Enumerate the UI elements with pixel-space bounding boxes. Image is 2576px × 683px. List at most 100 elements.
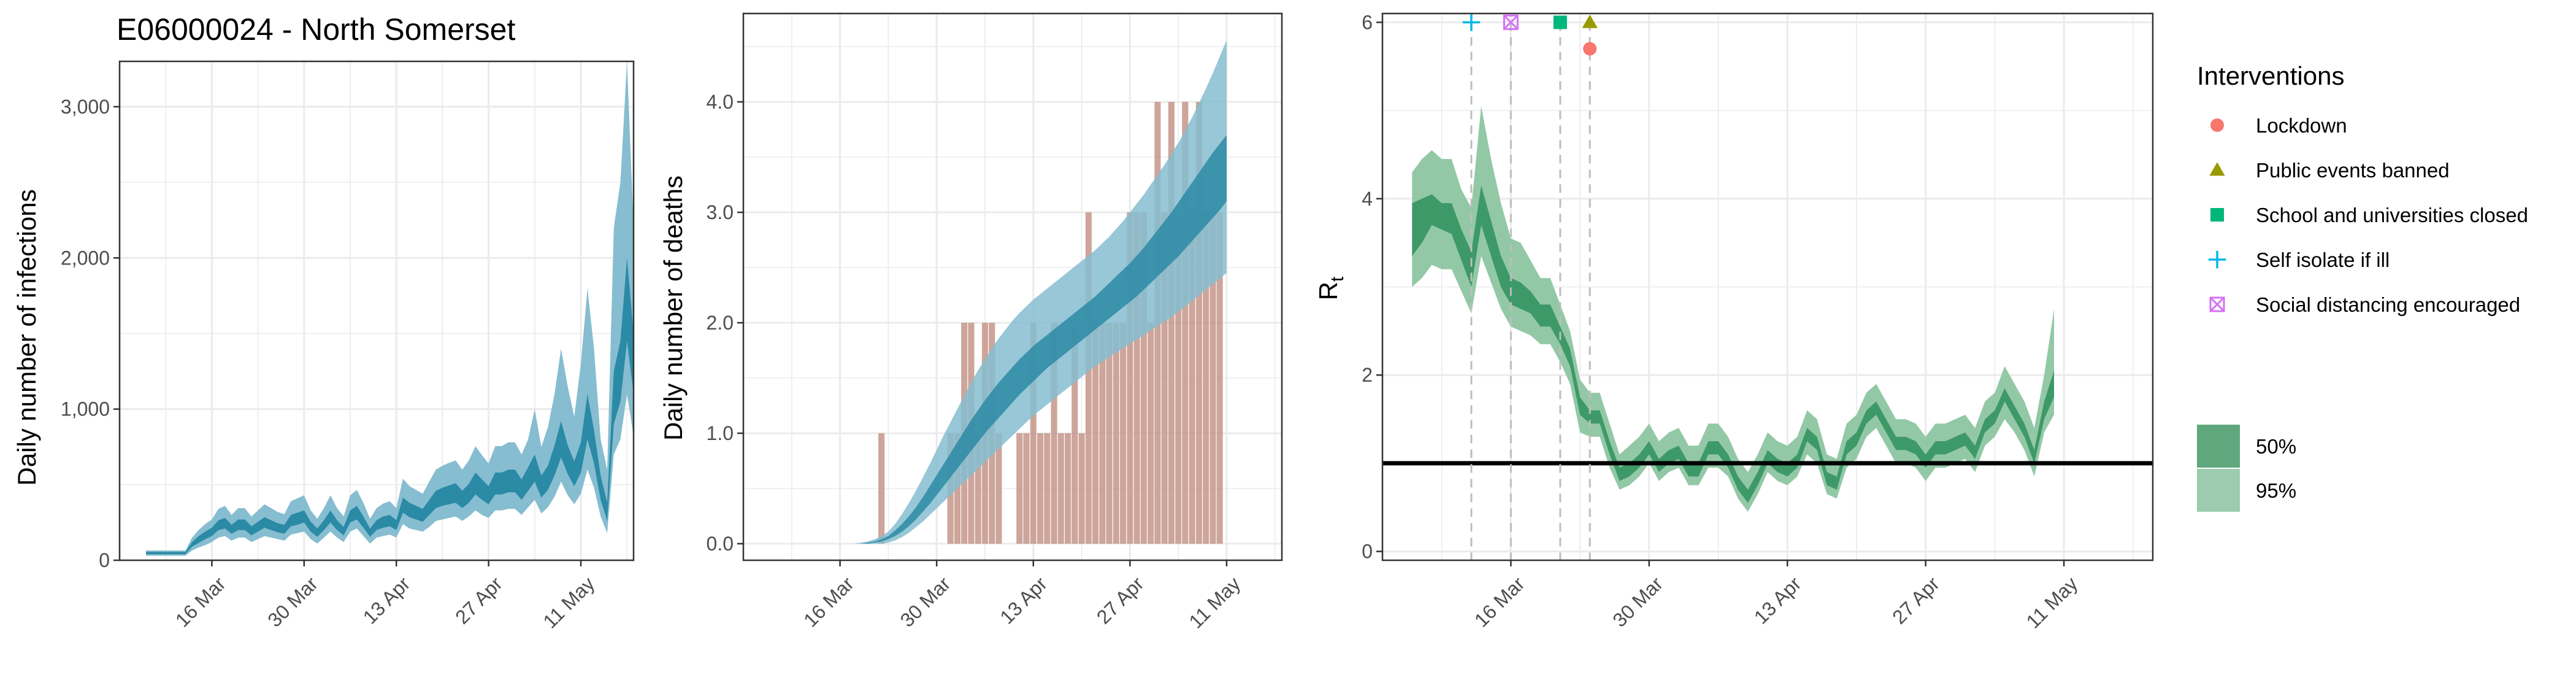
deaths-observed-bar [1120, 323, 1127, 544]
deaths-observed-bar [1161, 212, 1168, 544]
infections-x-tick-label: 11 May [539, 573, 599, 633]
rt-x-tick-label: 13 Apr [1750, 573, 1806, 628]
deaths-observed-bar [1140, 212, 1147, 544]
deaths-x-tick-label: 16 Mar [799, 573, 858, 631]
deaths-observed-bar [878, 433, 885, 544]
rt-y-tick-label: 2 [1362, 364, 1373, 386]
legend-interventions-title: Interventions [2197, 61, 2344, 90]
deaths-observed-bar [1099, 323, 1106, 544]
rt-x-tick-label: 11 May [2022, 573, 2082, 633]
rt-y-tick-label: 6 [1362, 11, 1373, 33]
deaths-x-tick-label: 30 Mar [896, 573, 955, 631]
deaths-ci-95-band [819, 40, 1227, 544]
rt-y-axis-label-main: R [1314, 282, 1343, 300]
infections-panel-border [118, 60, 635, 561]
legend: Interventions Lockdown Public events bann… [2197, 61, 2528, 512]
legend-intervention-label: Lockdown [2256, 114, 2347, 137]
deaths-y-tick-label: 2.0 [707, 312, 734, 334]
rt-intervention-marker-boxcross-stroke [1503, 15, 1519, 30]
infections-y-axis-label: Daily number of infections [12, 189, 41, 485]
legend-ci-swatch [2197, 425, 2240, 468]
deaths-observed-bar [1189, 212, 1195, 544]
rt-x-tick-label: 30 Mar [1608, 573, 1667, 631]
legend-intervention-label: Self isolate if ill [2256, 249, 2390, 271]
rt-x-tick-label: 27 Apr [1888, 573, 1944, 628]
legend-marker-circle [2210, 118, 2224, 132]
infections-y-tick-label: 2,000 [61, 247, 110, 269]
rt-y-tick-label: 0 [1362, 541, 1373, 563]
rt-panel-border [1381, 12, 2154, 561]
rt-intervention-marker-boxcross [1503, 14, 1519, 30]
deaths-observed-bar [1175, 212, 1182, 544]
infections-chart: Daily number of infections 16 Mar 30 Mar 1… [12, 60, 635, 633]
infections-y-tick-label: 3,000 [61, 96, 110, 118]
deaths-observed-bar [1030, 323, 1037, 544]
deaths-observed-bar [1113, 323, 1119, 544]
figure-title: E06000024 - North Somerset [117, 12, 515, 47]
deaths-observed-bar [1037, 433, 1044, 544]
deaths-y-axis-label: Daily number of deaths [659, 176, 688, 441]
rt-intervention-marker-plus [1462, 14, 1481, 31]
rt-x-tick-label: 16 Mar [1470, 573, 1529, 631]
deaths-observed-bar [954, 433, 960, 544]
deaths-observed-bar [1209, 212, 1216, 544]
legend-marker-boxcross [2209, 296, 2225, 312]
deaths-y-tick-label: 0.0 [707, 533, 734, 555]
legend-ci-swatch [2197, 469, 2240, 512]
deaths-x-tick-label: 11 May [1184, 573, 1244, 633]
deaths-observed-bar [1078, 433, 1085, 544]
deaths-observed-bar [1092, 323, 1099, 544]
infections-x-tick-label: 16 Mar [171, 573, 230, 631]
deaths-observed-bar [1203, 212, 1209, 544]
rt-intervention-marker-triangle [1582, 14, 1598, 28]
legend-intervention-label: School and universities closed [2256, 204, 2528, 226]
legend-marker-triangle [2209, 162, 2225, 176]
rt-y-axis-label: Rt [1314, 276, 1347, 300]
deaths-observed-bar [1016, 433, 1023, 544]
deaths-observed-bar [1085, 212, 1092, 544]
deaths-observed-bar [1044, 433, 1051, 544]
deaths-observed-bar [1057, 433, 1064, 544]
infections-x-tick-label: 27 Apr [451, 573, 507, 628]
legend-ci-label: 50% [2256, 435, 2296, 458]
legend-intervention-label: Public events banned [2256, 159, 2450, 182]
legend-marker-boxcross-stroke [2209, 296, 2225, 312]
deaths-observed-bar [1168, 102, 1175, 544]
legend-marker-plus [2208, 250, 2226, 269]
infections-x-tick-label: 30 Mar [263, 573, 322, 631]
deaths-observed-bar [1065, 433, 1071, 544]
deaths-x-tick-label: 27 Apr [1092, 573, 1148, 628]
rt-chart: Rt 16 Mar 30 Mar 13 Apr 27 Apr 11 May 0 2 4 6 [1314, 11, 2154, 633]
deaths-observed-bar [1195, 102, 1202, 544]
deaths-chart: Daily number of deaths 16 Mar 30 Mar 13 Ap… [659, 12, 1283, 633]
deaths-observed-bar [1051, 323, 1057, 544]
deaths-observed-bar [975, 433, 981, 544]
deaths-observed-bar [1148, 323, 1154, 544]
infections-y-tick-label: 0 [99, 549, 110, 571]
legend-marker-square [2210, 208, 2224, 222]
legend-intervention-label: Social distancing encouraged [2256, 293, 2520, 316]
deaths-y-tick-label: 1.0 [707, 422, 734, 444]
rt-intervention-marker-circle [1583, 42, 1597, 56]
deaths-panel-border [742, 12, 1283, 561]
infections-y-tick-label: 1,000 [61, 398, 110, 420]
deaths-observed-bar [1182, 102, 1189, 544]
legend-ci-label: 95% [2256, 479, 2296, 502]
deaths-observed-bar [1071, 323, 1078, 544]
infections-x-tick-label: 13 Apr [359, 573, 415, 628]
legend-marker-boxcross-box [2209, 296, 2225, 312]
deaths-y-tick-label: 3.0 [707, 201, 734, 223]
rt-y-axis-label-subscript: t [1327, 276, 1347, 282]
rt-y-tick-label: 4 [1362, 188, 1373, 210]
deaths-y-tick-label: 4.0 [707, 91, 734, 113]
deaths-observed-bar [1216, 212, 1223, 544]
deaths-observed-bar [1133, 212, 1140, 544]
deaths-observed-bar [995, 433, 1002, 544]
deaths-x-tick-label: 13 Apr [995, 573, 1051, 628]
rt-intervention-marker-square [1553, 15, 1567, 29]
deaths-observed-bar [1106, 323, 1113, 544]
infections-ci-50-band [146, 258, 634, 555]
deaths-observed-bar [1023, 433, 1030, 544]
rt-intervention-marker-boxcross-box [1503, 14, 1519, 30]
